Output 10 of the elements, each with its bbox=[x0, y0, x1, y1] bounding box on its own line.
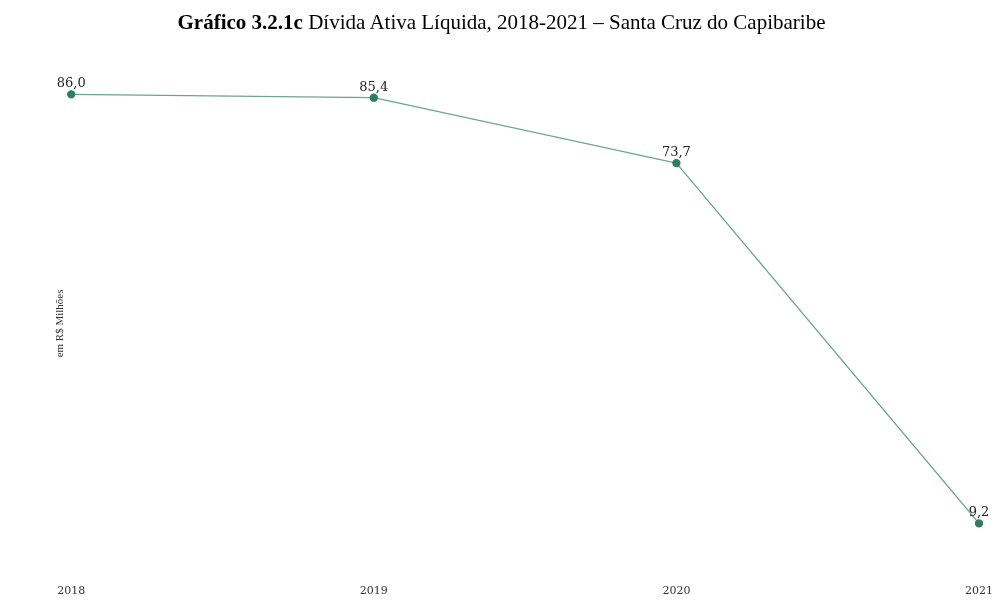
x-tick-label: 2020 bbox=[662, 584, 691, 598]
x-tick-label: 2019 bbox=[359, 584, 388, 598]
data-label: 85,4 bbox=[359, 78, 389, 94]
y-axis-title: em R$ Milhões bbox=[53, 289, 66, 358]
chart-title: Gráfico 3.2.1c Dívida Ativa Líquida, 2018-2021 – Santa Cruz do Capibaribe bbox=[176, 9, 827, 36]
data-label: 86,0 bbox=[56, 75, 86, 91]
x-tick-label: 2021 bbox=[965, 584, 993, 598]
data-label: 73,7 bbox=[661, 143, 691, 159]
data-label: 9,2 bbox=[968, 504, 990, 520]
x-tick-label: 2018 bbox=[57, 584, 86, 598]
